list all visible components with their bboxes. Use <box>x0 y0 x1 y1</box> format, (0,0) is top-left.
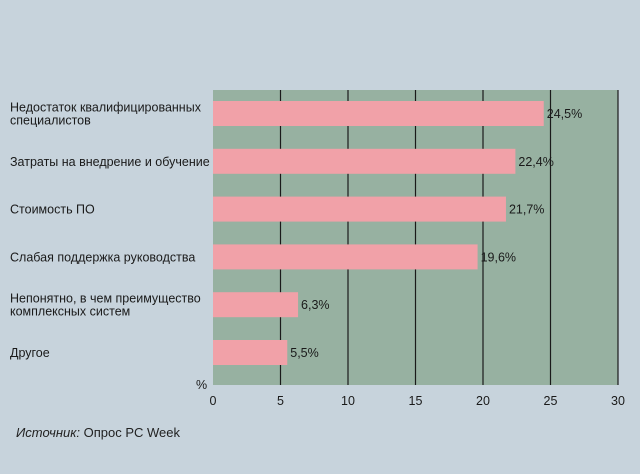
category-label: Стоимость ПО <box>10 203 95 217</box>
tick-label: 10 <box>341 394 355 408</box>
category-label: комплексных систем <box>10 305 130 319</box>
category-label: Недостаток квалифицированных <box>10 101 202 115</box>
x-unit-label: % <box>196 378 207 392</box>
data-label: 5,5% <box>290 346 319 360</box>
tick-label: 0 <box>210 394 217 408</box>
bar <box>213 340 288 365</box>
tick-label: 15 <box>409 394 423 408</box>
tick-label: 25 <box>544 394 558 408</box>
tick-label: 5 <box>277 394 284 408</box>
bar <box>213 196 506 222</box>
data-label: 6,3% <box>301 298 330 312</box>
tick-label: 30 <box>611 394 625 408</box>
source-note: Источник: Опрос PC Week <box>16 425 180 440</box>
bar <box>213 101 544 126</box>
bar <box>213 244 478 270</box>
data-label: 24,5% <box>547 107 582 121</box>
source-label: Источник: <box>16 425 80 440</box>
category-label: специалистов <box>10 114 91 128</box>
data-label: 22,4% <box>518 155 553 169</box>
bar <box>213 292 299 318</box>
category-label: Затраты на внедрение и обучение <box>10 155 210 169</box>
category-label: Непонятно, в чем преимущество <box>10 292 201 306</box>
bar <box>213 148 516 174</box>
category-label: Другое <box>10 346 50 360</box>
data-label: 21,7% <box>509 203 544 217</box>
source-text: Опрос PC Week <box>83 425 181 440</box>
category-label: Слабая поддержка руководства <box>10 250 195 264</box>
data-label: 19,6% <box>481 250 516 264</box>
tick-label: 20 <box>476 394 490 408</box>
